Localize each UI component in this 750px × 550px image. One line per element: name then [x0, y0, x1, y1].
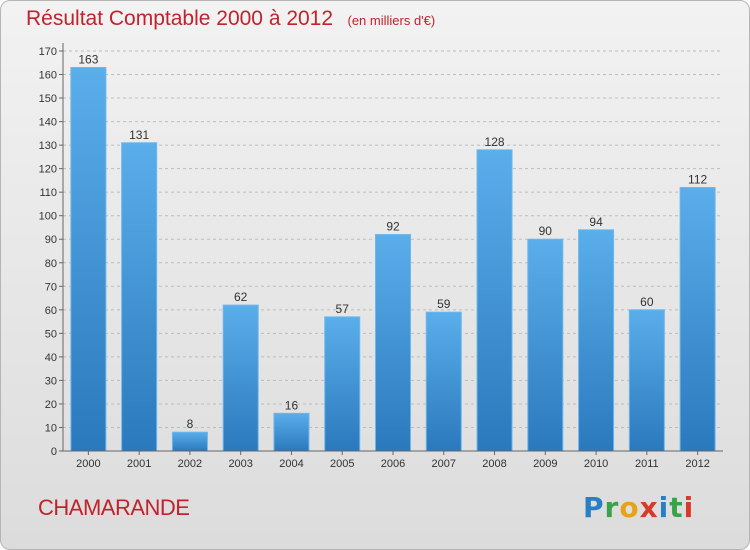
bar-2012: [679, 186, 716, 452]
bar-2002: [171, 431, 208, 452]
proxiti-logo: Proxiti: [583, 491, 694, 524]
y-tick-label: 120: [39, 164, 57, 176]
bar-2006: [375, 234, 411, 452]
logo-letter: t: [669, 491, 684, 524]
y-tick-label: 60: [45, 305, 57, 317]
x-tick-label: 2006: [381, 458, 405, 470]
y-tick-label: 80: [45, 258, 57, 270]
chart-title: Résultat Comptable 2000 à 2012 (en milli…: [26, 7, 435, 31]
data-label: 60: [640, 295, 654, 309]
x-tick-label: 2005: [330, 458, 354, 470]
x-tick-label: 2011: [635, 458, 659, 470]
chart-subtitle: (en milliers d'€): [347, 13, 436, 28]
logo-letter: P: [583, 491, 605, 524]
logo-letter: i: [658, 491, 670, 524]
logo-letter: i: [683, 491, 695, 524]
data-label: 128: [485, 135, 505, 149]
data-label: 112: [688, 172, 707, 186]
bar-2003: [222, 304, 259, 452]
x-tick-label: 2003: [228, 458, 252, 470]
y-tick-label: 90: [45, 234, 57, 246]
y-tick-label: 150: [39, 93, 57, 105]
y-tick-label: 130: [39, 140, 57, 152]
y-tick-label: 30: [45, 375, 57, 387]
y-tick-label: 70: [45, 281, 57, 293]
bar-2007: [425, 311, 462, 452]
x-tick-label: 2001: [127, 458, 151, 470]
data-label: 16: [285, 398, 299, 412]
x-tick-label: 2009: [533, 458, 557, 470]
y-axis: 0 10 20 30 40 50 60 70 80 90 100 110 120 130 140 150 160…: [39, 43, 64, 458]
bar-2001: [121, 142, 158, 452]
logo-letter: o: [619, 491, 640, 524]
x-axis: 2000 2001 2002 2003 2004 2005 2006 2007 2008 2009…: [63, 450, 723, 470]
y-tick-label: 160: [39, 70, 57, 82]
bars: [70, 66, 716, 452]
data-label: 59: [437, 297, 451, 311]
x-tick-label: 2007: [432, 458, 456, 470]
bar-2004: [273, 412, 310, 452]
logo-letter: r: [604, 491, 620, 524]
data-label: 8: [187, 417, 194, 431]
bar-2008: [476, 149, 513, 452]
data-label: 94: [589, 215, 603, 229]
y-tick-label: 20: [45, 399, 57, 411]
data-labels: 163 131 8 62 16 57 92 59 128 90 94 60 112: [78, 52, 707, 431]
bar-2010: [578, 229, 615, 452]
data-label: 131: [129, 128, 149, 142]
data-label: 163: [78, 52, 98, 66]
chart-title-main: Résultat Comptable 2000 à 2012: [26, 7, 334, 30]
bar-2009: [527, 238, 564, 452]
y-tick-label: 0: [51, 446, 57, 458]
x-tick-label: 2008: [482, 458, 506, 470]
data-label: 62: [234, 290, 248, 304]
x-tick-label: 2002: [178, 458, 202, 470]
x-tick-label: 2010: [584, 458, 608, 470]
logo-letter: x: [639, 491, 659, 524]
x-tick-label: 2000: [76, 458, 100, 470]
y-tick-label: 40: [45, 352, 57, 364]
commune-name: CHAMARANDE: [38, 495, 190, 520]
y-tick-label: 140: [39, 117, 57, 129]
data-label: 90: [539, 224, 553, 238]
x-tick-label: 2004: [279, 458, 303, 470]
x-tick-label: 2012: [685, 458, 709, 470]
data-label: 92: [386, 220, 400, 234]
bar-2011: [628, 309, 665, 452]
y-tick-label: 100: [39, 211, 57, 223]
data-label: 57: [336, 302, 350, 316]
y-tick-label: 10: [45, 422, 57, 434]
bar-2000: [70, 66, 107, 452]
bar-2005: [324, 316, 361, 452]
y-tick-label: 170: [39, 46, 57, 58]
y-tick-label: 50: [45, 328, 57, 340]
y-tick-label: 110: [39, 187, 57, 199]
